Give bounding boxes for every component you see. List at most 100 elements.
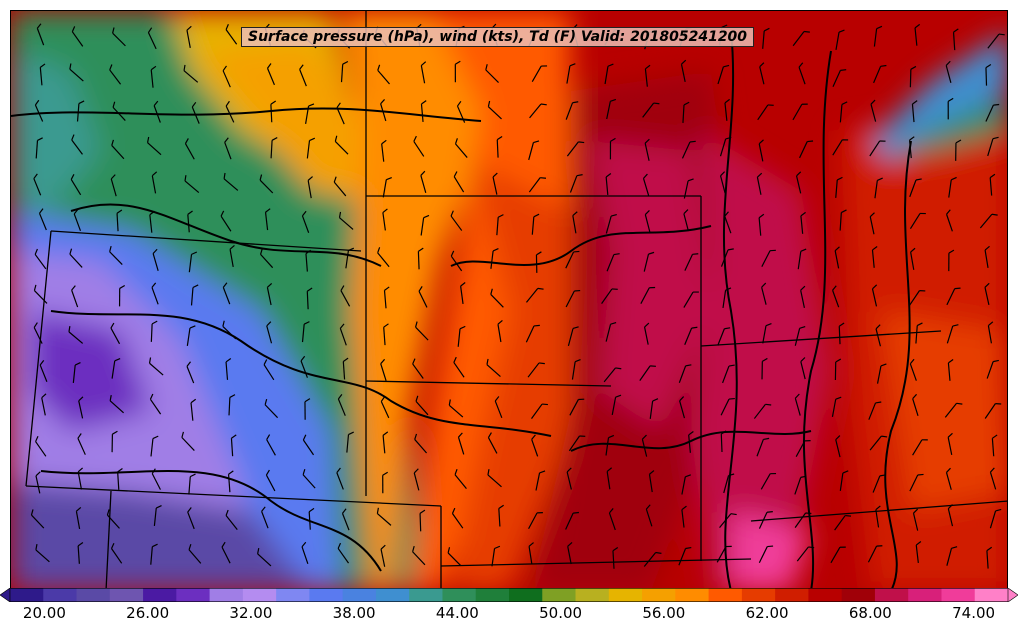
wind-barb bbox=[869, 212, 875, 235]
wind-barb bbox=[111, 139, 125, 160]
wind-barb bbox=[724, 211, 732, 234]
wind-barb bbox=[186, 361, 195, 384]
wind-barb bbox=[565, 101, 579, 120]
wind-barb bbox=[945, 467, 952, 490]
wind-barb bbox=[494, 396, 503, 419]
wind-barb bbox=[301, 541, 309, 564]
wind-barb bbox=[486, 358, 501, 378]
wind-barb bbox=[151, 171, 158, 194]
wind-barb bbox=[456, 100, 466, 123]
wind-barb bbox=[565, 511, 579, 530]
colorbar-swatch bbox=[675, 588, 710, 602]
wind-barb bbox=[77, 467, 84, 490]
wind-barb bbox=[453, 356, 465, 378]
wind-barb bbox=[717, 64, 730, 85]
wind-barb bbox=[35, 435, 47, 457]
wind-barb bbox=[644, 64, 651, 87]
colorbar-swatch bbox=[10, 588, 44, 602]
wind-barb bbox=[33, 173, 42, 196]
wind-barb bbox=[383, 286, 390, 309]
wind-barb bbox=[797, 248, 807, 270]
wind-barb bbox=[265, 469, 276, 492]
wind-barb bbox=[605, 321, 617, 342]
wind-barb bbox=[190, 284, 199, 306]
wind-barb bbox=[184, 138, 195, 160]
wind-barb bbox=[336, 102, 345, 125]
wind-barb bbox=[792, 30, 810, 47]
wind-barb bbox=[688, 431, 694, 453]
colorbar-tick-label: 50.00 bbox=[539, 604, 583, 622]
wind-barb bbox=[719, 171, 726, 194]
wind-barb bbox=[571, 358, 581, 380]
wind-barb bbox=[758, 545, 774, 563]
wind-barb bbox=[150, 65, 157, 88]
wind-barb bbox=[71, 26, 84, 47]
wind-barb bbox=[909, 65, 917, 88]
colorbar-tick-label: 56.00 bbox=[642, 604, 686, 622]
wind-barb bbox=[70, 174, 82, 196]
wind-barb bbox=[908, 136, 915, 159]
wind-barb bbox=[110, 174, 117, 197]
wind-barb bbox=[191, 101, 200, 124]
wind-barb bbox=[831, 396, 842, 417]
wind-barb bbox=[719, 136, 732, 157]
wind-barb bbox=[151, 468, 161, 490]
wind-barb bbox=[187, 210, 193, 233]
wind-barb bbox=[568, 435, 586, 452]
colorbar-swatch bbox=[941, 588, 976, 602]
wind-barb bbox=[382, 431, 389, 454]
wind-barb bbox=[567, 541, 573, 565]
wind-barb bbox=[565, 250, 580, 269]
wind-barb bbox=[340, 285, 351, 307]
wind-barb bbox=[909, 358, 917, 381]
wind-barb bbox=[413, 468, 420, 491]
wind-barb bbox=[460, 282, 466, 305]
wind-barb bbox=[147, 27, 157, 50]
wind-barb bbox=[876, 363, 887, 384]
colorbar-swatch bbox=[475, 588, 510, 602]
wind-barb bbox=[337, 542, 350, 564]
wind-barb bbox=[222, 320, 237, 340]
colorbar-swatch bbox=[342, 588, 377, 602]
wind-barb bbox=[299, 64, 307, 87]
wind-barb bbox=[266, 63, 275, 86]
map-title: Surface pressure (hPa), wind (kts), Td (… bbox=[241, 27, 755, 47]
wind-barb bbox=[987, 321, 994, 344]
wind-barb bbox=[380, 396, 390, 419]
wind-barb bbox=[346, 431, 354, 453]
wind-barb bbox=[601, 288, 618, 304]
wind-barb bbox=[337, 393, 346, 416]
colorbar-swatch bbox=[509, 588, 543, 602]
wind-barb bbox=[835, 435, 841, 458]
wind-barb bbox=[644, 209, 651, 233]
wind-barb bbox=[678, 364, 692, 383]
wind-barb bbox=[492, 172, 498, 195]
wind-barb bbox=[340, 60, 349, 83]
wind-barb bbox=[909, 178, 922, 198]
wind-barb bbox=[875, 324, 881, 347]
wind-barb bbox=[608, 508, 616, 531]
wind-barb bbox=[190, 398, 197, 421]
wind-barb bbox=[413, 135, 425, 157]
wind-barb bbox=[380, 99, 387, 122]
wind-barb bbox=[302, 468, 316, 489]
dewpoint-colorbar bbox=[0, 588, 1018, 602]
wind-barb bbox=[955, 139, 962, 161]
wind-barb bbox=[946, 546, 958, 566]
wind-barb bbox=[682, 101, 690, 123]
wind-barb bbox=[487, 100, 502, 120]
wind-barb bbox=[225, 100, 235, 123]
wind-barb bbox=[649, 398, 659, 419]
wind-barb bbox=[419, 509, 426, 532]
wind-barb bbox=[382, 208, 388, 231]
wind-barb bbox=[412, 545, 426, 566]
colorbar-swatch bbox=[741, 588, 776, 602]
colorbar-swatch bbox=[176, 588, 211, 602]
wind-barb bbox=[109, 245, 123, 266]
wind-barb bbox=[457, 432, 465, 455]
wind-barb bbox=[153, 100, 161, 123]
wind-barb bbox=[989, 508, 1002, 529]
colorbar-swatch bbox=[375, 588, 410, 602]
wind-barb bbox=[336, 467, 344, 490]
wind-barb bbox=[834, 358, 842, 380]
